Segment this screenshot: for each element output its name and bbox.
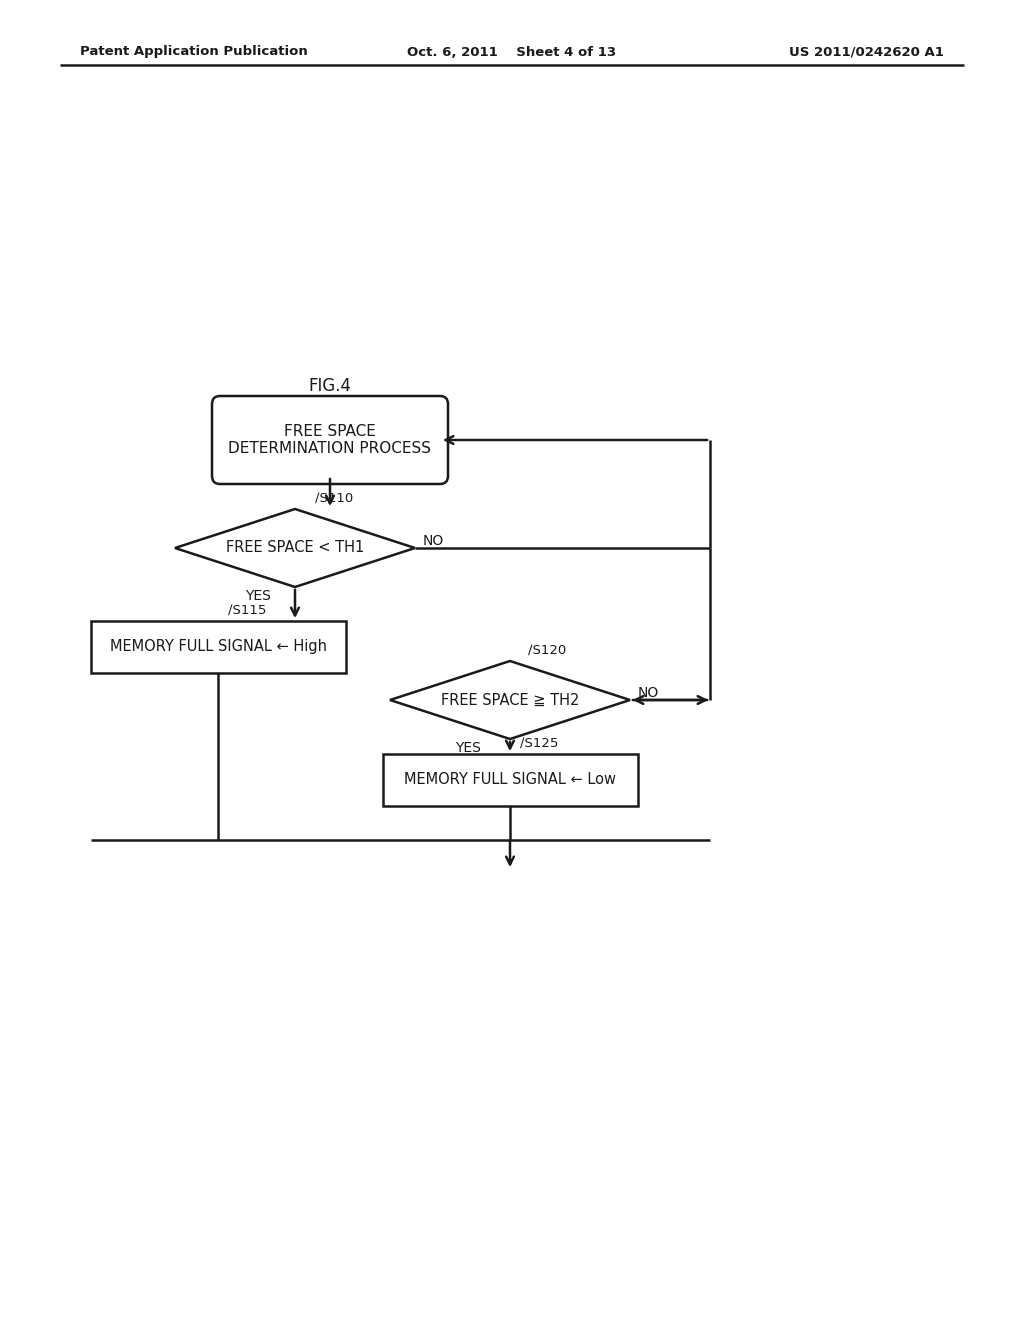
Text: YES: YES [245, 589, 271, 603]
Text: FREE SPACE
DETERMINATION PROCESS: FREE SPACE DETERMINATION PROCESS [228, 424, 431, 457]
Text: NO: NO [638, 686, 659, 700]
Text: NO: NO [423, 535, 444, 548]
FancyBboxPatch shape [212, 396, 449, 484]
Text: YES: YES [455, 741, 481, 755]
Text: FREE SPACE < TH1: FREE SPACE < TH1 [226, 540, 365, 556]
Text: ∕S115: ∕S115 [228, 605, 266, 616]
Text: MEMORY FULL SIGNAL ← Low: MEMORY FULL SIGNAL ← Low [404, 772, 616, 788]
Bar [90, 620, 345, 673]
Text: Oct. 6, 2011    Sheet 4 of 13: Oct. 6, 2011 Sheet 4 of 13 [408, 45, 616, 58]
Text: ∕S125: ∕S125 [520, 737, 558, 750]
Polygon shape [175, 510, 415, 587]
Text: MEMORY FULL SIGNAL ← High: MEMORY FULL SIGNAL ← High [110, 639, 327, 655]
Text: Patent Application Publication: Patent Application Publication [80, 45, 308, 58]
Text: ∕S110: ∕S110 [315, 492, 353, 506]
Bar [383, 754, 638, 807]
Polygon shape [390, 661, 630, 739]
Text: FREE SPACE ≧ TH2: FREE SPACE ≧ TH2 [440, 693, 580, 708]
Text: US 2011/0242620 A1: US 2011/0242620 A1 [790, 45, 944, 58]
Text: FIG.4: FIG.4 [308, 378, 351, 395]
Text: ∕S120: ∕S120 [528, 644, 566, 657]
